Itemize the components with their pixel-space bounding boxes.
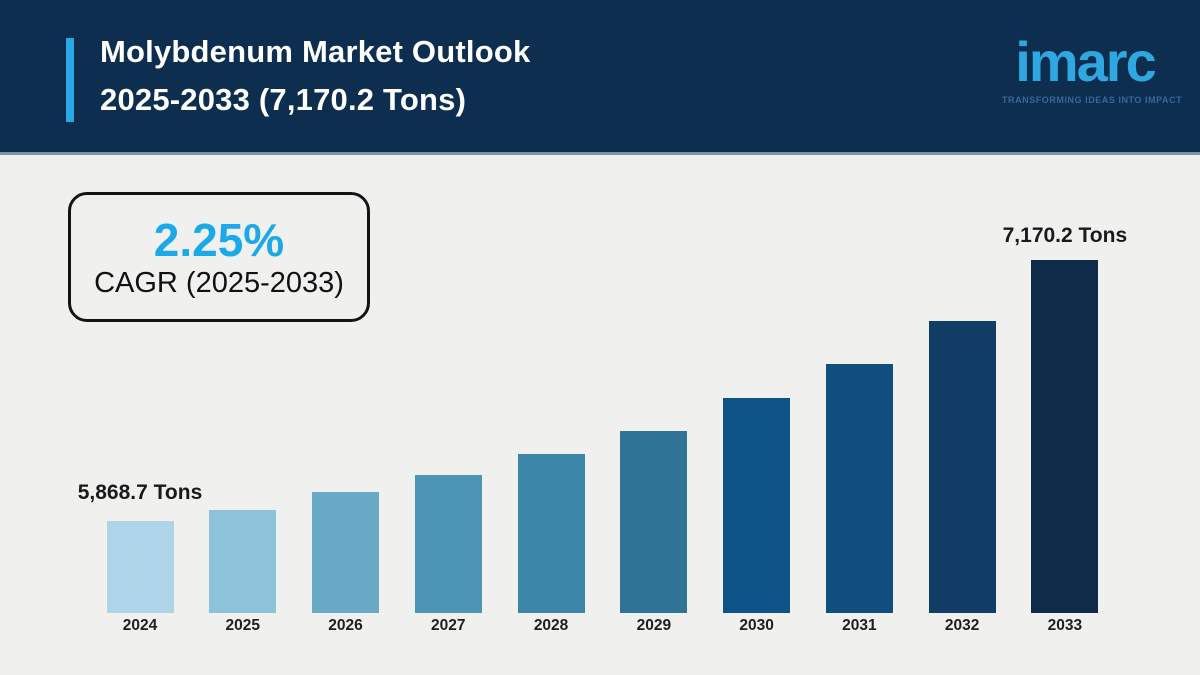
data-label-2024: 5,868.7 Tons <box>77 481 203 504</box>
bar-slot-2025: 2025 <box>193 242 293 635</box>
page-title-line1: Molybdenum Market Outlook <box>100 34 531 69</box>
bar-slot-2028: 2028 <box>501 242 601 635</box>
x-axis-label-2026: 2026 <box>328 617 363 634</box>
cagr-value: 2.25% <box>153 214 285 266</box>
header-divider-line <box>0 152 1200 155</box>
bar-2027 <box>414 475 482 613</box>
bar-2026 <box>312 492 380 613</box>
x-axis-label-2032: 2032 <box>944 617 980 634</box>
x-axis-label-2028: 2028 <box>533 617 569 634</box>
x-axis-label-2024: 2024 <box>122 617 158 634</box>
bar-wrap-2029 <box>604 242 704 613</box>
x-axis-label-2033: 2033 <box>1047 617 1083 634</box>
bar-slot-2029: 2029 <box>604 242 704 635</box>
bar-wrap-2030 <box>707 242 807 613</box>
bar-slot-2024: 5,868.7 Tons 2024 <box>78 242 203 635</box>
bar-2031 <box>825 364 893 613</box>
bar-slot-2032: 2032 <box>912 242 1012 635</box>
imarc-logo-tagline: TRANSFORMING IDEAS INTO IMPACT <box>1002 95 1183 105</box>
imarc-logo: imarc TRANSFORMING IDEAS INTO IMPACT <box>1002 30 1183 105</box>
bar-slot-2033: 7,170.2 Tons 2033 <box>1003 224 1128 635</box>
bar-slot-2031: 2031 <box>809 242 909 635</box>
bar-2030 <box>723 398 791 613</box>
bar-2028 <box>517 454 585 613</box>
bar-wrap-2026 <box>296 242 396 613</box>
page-title: Molybdenum Market Outlook 2025-2033 (7,1… <box>100 28 530 124</box>
data-label-2033: 7,170.2 Tons <box>1002 224 1128 247</box>
bar-wrap-2028 <box>501 242 601 613</box>
bar-chart: 5,868.7 Tons 2024 2025 2026 2027 2028 2029 2030… <box>78 224 1128 635</box>
x-axis-label-2027: 2027 <box>431 617 466 634</box>
bar-2033 <box>1031 260 1099 613</box>
x-axis-label-2029: 2029 <box>636 617 672 634</box>
x-axis-label-2030: 2030 <box>739 617 774 634</box>
x-axis-label-2031: 2031 <box>842 617 877 634</box>
bar-wrap-2031 <box>809 242 909 613</box>
bar-2024 <box>106 521 174 613</box>
bar-wrap-2032 <box>912 242 1012 613</box>
bar-wrap-2033: 7,170.2 Tons <box>1003 224 1127 613</box>
bar-slot-2030: 2030 <box>707 242 807 635</box>
bar-wrap-2024: 5,868.7 Tons <box>78 242 202 613</box>
x-axis-label-2025: 2025 <box>225 617 260 634</box>
bar-wrap-2027 <box>398 242 498 613</box>
page-title-line2: 2025-2033 (7,170.2 Tons) <box>100 82 467 117</box>
bar-slot-2026: 2026 <box>296 242 396 635</box>
bar-2025 <box>209 510 277 613</box>
imarc-logo-wordmark: imarc <box>1015 30 1156 93</box>
title-accent-bar <box>66 38 74 122</box>
bar-wrap-2025 <box>193 242 293 613</box>
header-band: Molybdenum Market Outlook 2025-2033 (7,1… <box>0 0 1200 152</box>
bar-slot-2027: 2027 <box>398 242 498 635</box>
cagr-label: CAGR (2025-2033) <box>94 267 344 299</box>
bar-2029 <box>620 431 688 613</box>
cagr-callout-box: 2.25% CAGR (2025-2033) <box>68 192 370 322</box>
bar-2032 <box>928 321 996 613</box>
